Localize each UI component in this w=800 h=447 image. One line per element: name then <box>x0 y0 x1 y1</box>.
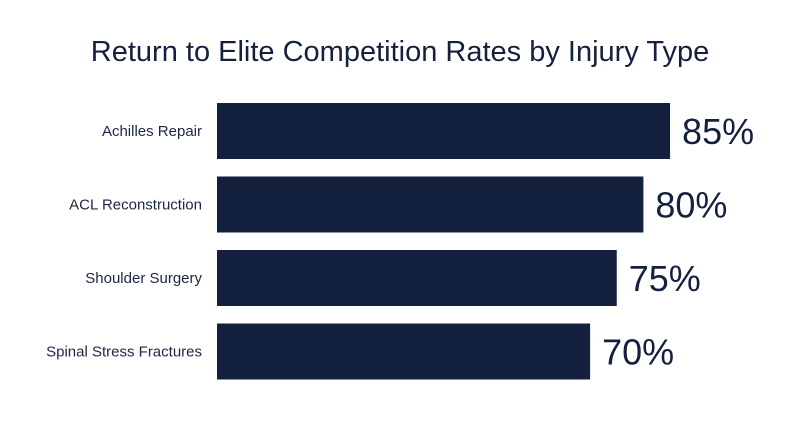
bar-spinal-stress-fractures <box>217 323 591 380</box>
category-label: Spinal Stress Fractures <box>46 344 202 361</box>
data-label: 75% <box>629 258 701 299</box>
category-label: ACL Reconstruction <box>69 197 202 214</box>
data-label: 80% <box>655 185 727 226</box>
data-label: 70% <box>602 332 674 373</box>
data-label: 85% <box>682 111 754 152</box>
category-label: Shoulder Surgery <box>85 270 202 287</box>
bar-shoulder-surgery <box>217 250 617 306</box>
category-label: Achilles Repair <box>102 123 202 140</box>
chart-title: Return to Elite Competition Rates by Inj… <box>90 36 710 68</box>
bar-acl-reconstruction <box>217 176 644 233</box>
bar-achilles-repair <box>217 103 671 159</box>
